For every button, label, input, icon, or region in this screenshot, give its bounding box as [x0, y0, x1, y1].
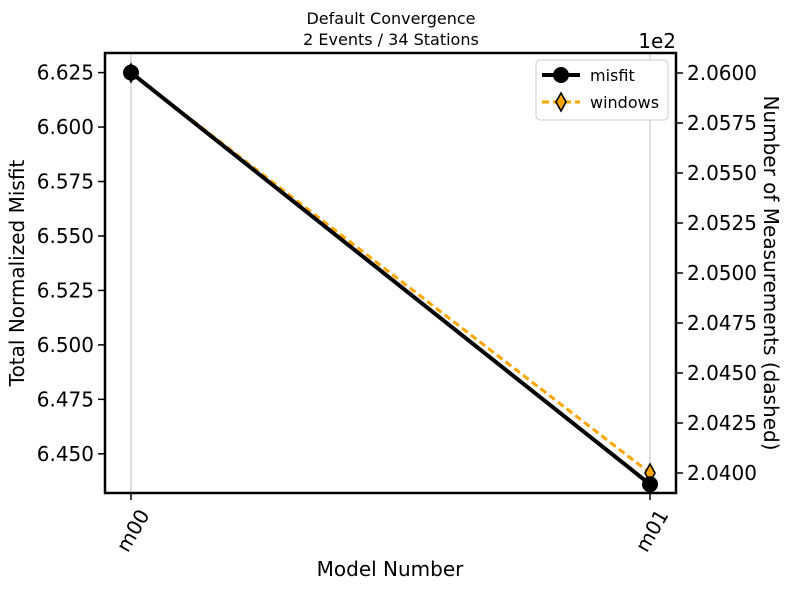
x-tick-label: m00 — [111, 505, 154, 556]
y-tick-label: 6.550 — [37, 224, 94, 248]
right-axis-offset-text: 1e2 — [638, 29, 676, 53]
y2-tick-label: 2.0500 — [687, 261, 757, 285]
left-axis-ticks: 6.625 6.600 6.575 6.550 6.525 6.500 6.475 6.450 — [37, 61, 105, 466]
y2-tick-label: 2.0475 — [687, 311, 757, 335]
series-layer — [123, 62, 658, 493]
y-tick-label: 6.450 — [37, 442, 94, 466]
grid-layer — [130, 53, 651, 493]
y2-tick-label: 2.0425 — [687, 411, 757, 435]
x-axis-label: Model Number — [317, 557, 465, 581]
y-tick-label: 6.475 — [37, 387, 94, 411]
y-tick-label: 6.600 — [37, 115, 94, 139]
y2-axis-label: Number of Measurements (dashed) — [759, 95, 783, 450]
misfit-point — [123, 64, 139, 81]
legend-misfit-marker — [553, 67, 569, 83]
y-tick-label: 6.500 — [37, 333, 94, 357]
legend-windows-label: windows — [590, 93, 659, 112]
y-axis-label: Total Normalized Misfit — [5, 160, 29, 388]
legend: misfit windows — [535, 59, 669, 121]
misfit-series-line — [129, 71, 652, 486]
legend-windows-marker — [555, 91, 567, 113]
y2-tick-label: 2.0575 — [687, 111, 757, 135]
y-tick-label: 6.625 — [37, 61, 94, 85]
chart-title: Default Convergence — [306, 9, 475, 28]
x-tick-label: m01 — [630, 505, 673, 556]
right-axis-ticks: 2.0600 2.0575 2.0550 2.0525 2.0500 2.0475 2.04… — [676, 61, 757, 485]
y2-tick-label: 2.0550 — [687, 161, 757, 185]
chart-subtitle: 2 Events / 34 Stations — [303, 30, 479, 49]
y2-tick-label: 2.0400 — [687, 461, 757, 485]
misfit-point — [642, 476, 658, 493]
y2-tick-label: 2.0450 — [687, 361, 757, 385]
y2-tick-label: 2.0525 — [687, 211, 757, 235]
legend-misfit-label: misfit — [590, 66, 635, 85]
y-tick-label: 6.575 — [37, 170, 94, 194]
x-axis-ticks: m00 m01 — [111, 493, 673, 556]
y-tick-label: 6.525 — [37, 278, 94, 302]
y2-tick-label: 2.0600 — [687, 61, 757, 85]
